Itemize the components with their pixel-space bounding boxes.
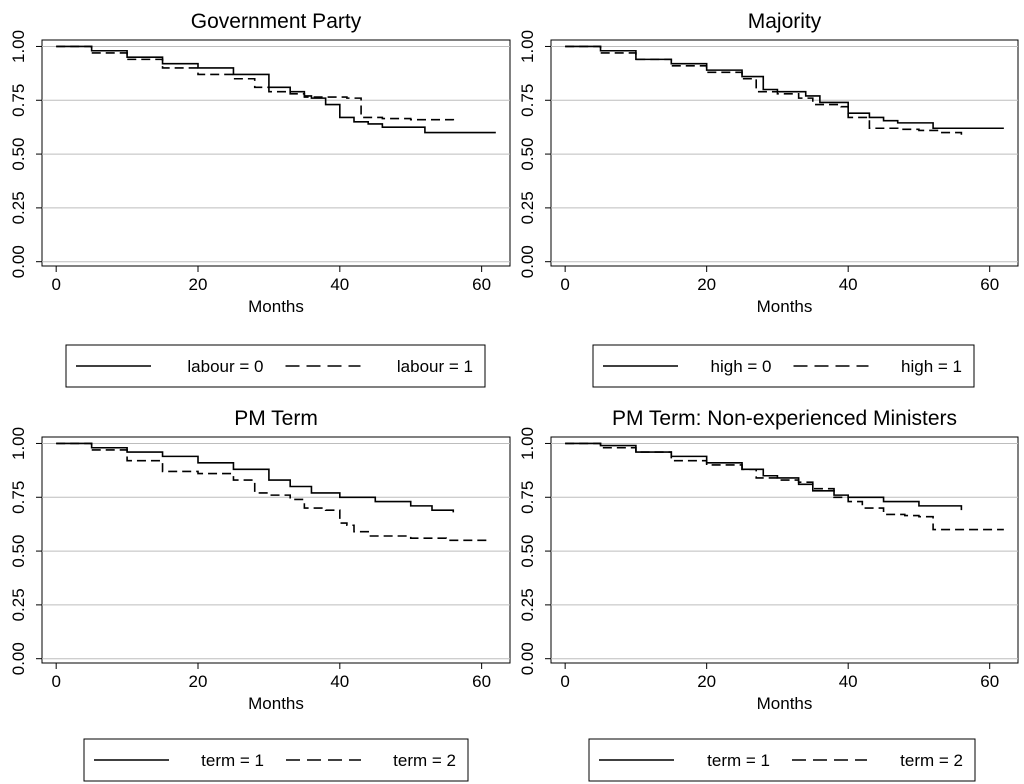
x-tick-label: 20 — [697, 672, 716, 691]
legend-label-1: high = 0 — [711, 357, 772, 376]
series-line-1 — [56, 442, 455, 513]
y-tick-label: 0.75 — [518, 481, 537, 514]
series-line-2 — [56, 442, 489, 542]
x-tick-label: 40 — [330, 672, 349, 691]
y-tick-label: 0.75 — [9, 481, 28, 514]
chart-title: PM Term: Non-experienced Ministers — [612, 407, 957, 430]
x-tick-label: 20 — [697, 275, 716, 294]
series-line-2 — [565, 45, 963, 135]
y-tick-label: 0.50 — [9, 138, 28, 171]
x-tick-label: 40 — [839, 275, 858, 294]
x-tick-label: 0 — [51, 672, 60, 691]
plot-frame — [550, 436, 1019, 664]
legend-label-1: term = 1 — [707, 751, 770, 770]
series-line-2 — [56, 45, 455, 124]
legend-label-1: term = 1 — [201, 751, 264, 770]
x-axis-label: Months — [757, 694, 813, 713]
x-axis-label: Months — [757, 297, 813, 316]
chart-title: Majority — [748, 10, 822, 33]
y-tick-label: 1.00 — [518, 427, 537, 460]
y-tick-label: 0.25 — [518, 191, 537, 224]
y-tick-label: 0.00 — [9, 642, 28, 675]
y-tick-label: 0.50 — [518, 138, 537, 171]
legend-label-2: term = 2 — [900, 751, 963, 770]
x-tick-label: 60 — [980, 275, 999, 294]
x-axis-label: Months — [248, 297, 304, 316]
x-tick-label: 0 — [560, 275, 569, 294]
y-tick-label: 0.75 — [9, 84, 28, 117]
chart-panel-2: Majority 0.00 0.25 0.50 0.75 1.00 0 20 40 60 Month… — [518, 10, 1019, 388]
series-line-1 — [565, 442, 963, 511]
x-axis-label: Months — [248, 694, 304, 713]
x-tick-label: 0 — [51, 275, 60, 294]
series-line-1 — [56, 45, 496, 134]
y-tick-label: 0.00 — [9, 245, 28, 278]
x-tick-label: 0 — [560, 672, 569, 691]
y-tick-label: 0.00 — [518, 642, 537, 675]
legend: term = 1 term = 2 — [83, 738, 469, 782]
x-tick-label: 60 — [472, 672, 491, 691]
y-tick-label: 1.00 — [518, 30, 537, 63]
y-tick-label: 0.75 — [518, 84, 537, 117]
y-tick-label: 0.00 — [518, 245, 537, 278]
y-tick-label: 0.50 — [9, 535, 28, 568]
x-tick-label: 20 — [189, 275, 208, 294]
legend-box — [592, 344, 975, 388]
series-line-1 — [565, 45, 1004, 130]
y-tick-label: 0.50 — [518, 535, 537, 568]
chart-title: Government Party — [191, 10, 362, 33]
legend: term = 1 term = 2 — [588, 738, 976, 782]
y-tick-label: 1.00 — [9, 30, 28, 63]
x-tick-label: 40 — [839, 672, 858, 691]
series-line-2 — [565, 442, 1004, 531]
legend: labour = 0 labour = 1 — [65, 344, 486, 388]
legend-label-2: term = 2 — [393, 751, 456, 770]
legend-label-2: labour = 1 — [397, 357, 473, 376]
x-tick-label: 60 — [980, 672, 999, 691]
y-tick-label: 0.25 — [9, 588, 28, 621]
x-tick-label: 40 — [330, 275, 349, 294]
legend-label-2: high = 1 — [901, 357, 962, 376]
y-tick-label: 0.25 — [518, 588, 537, 621]
chart-title: PM Term — [234, 407, 318, 430]
x-tick-label: 20 — [189, 672, 208, 691]
chart-panel-4: PM Term: Non-experienced Ministers 0.00 0.… — [518, 407, 1019, 782]
chart-panel-1: Government Party 0.00 0.25 0.50 0.75 1.00 0 20 4… — [9, 10, 511, 388]
plot-frame — [41, 39, 511, 267]
plot-frame — [550, 39, 1019, 267]
legend: high = 0 high = 1 — [592, 344, 975, 388]
y-tick-label: 0.25 — [9, 191, 28, 224]
legend-label-1: labour = 0 — [187, 357, 263, 376]
plot-frame — [41, 436, 511, 664]
chart-panel-3: PM Term 0.00 0.25 0.50 0.75 1.00 0 20 40 60 Months… — [9, 407, 511, 782]
y-tick-label: 1.00 — [9, 427, 28, 460]
x-tick-label: 60 — [472, 275, 491, 294]
